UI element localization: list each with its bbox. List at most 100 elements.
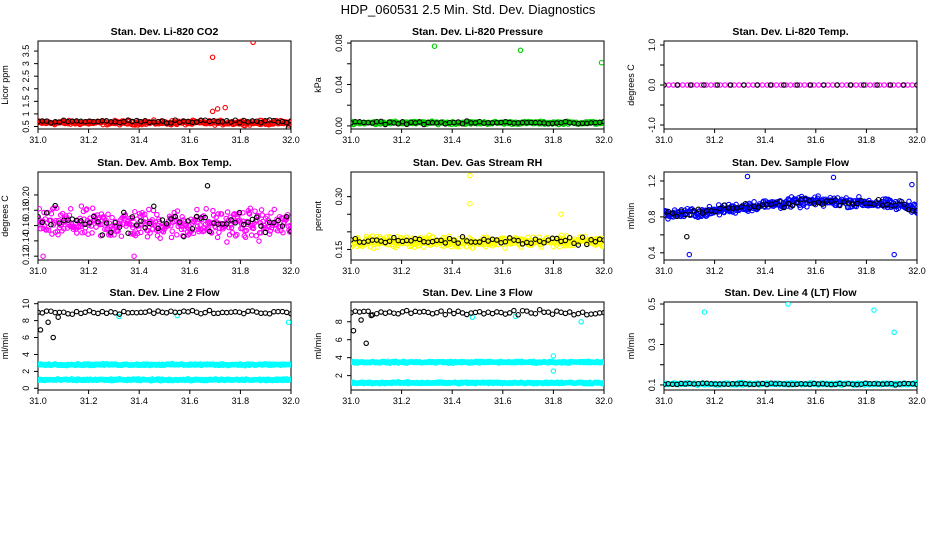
- data-point: [754, 82, 760, 88]
- data-point: [867, 82, 873, 88]
- data-point: [69, 311, 76, 317]
- data-point: [476, 239, 483, 245]
- data-point: [601, 359, 604, 365]
- data-point: [258, 119, 264, 126]
- data-point: [777, 198, 783, 205]
- data-point: [352, 308, 359, 314]
- data-point: [151, 310, 157, 317]
- data-point: [858, 198, 865, 204]
- data-point: [90, 309, 97, 316]
- data-point: [374, 244, 381, 250]
- data-point: [588, 311, 594, 317]
- points-group: [38, 183, 291, 259]
- data-point: [596, 310, 603, 316]
- data-point: [751, 199, 757, 205]
- data-point: [351, 327, 357, 334]
- data-point: [38, 205, 43, 212]
- data-point: [222, 104, 228, 111]
- data-point: [741, 82, 747, 88]
- data-point: [236, 209, 243, 216]
- data-point: [234, 231, 240, 238]
- y-tick-label: 0.20: [21, 186, 31, 204]
- data-point: [599, 243, 604, 250]
- data-point: [268, 210, 274, 216]
- data-point: [837, 202, 843, 209]
- data-point: [78, 310, 84, 317]
- data-point: [403, 307, 410, 314]
- y-tick-label: 0.18: [21, 201, 31, 219]
- data-point: [601, 118, 604, 125]
- data-point: [258, 223, 264, 229]
- data-point: [134, 216, 140, 222]
- x-tick-label: 31.2: [393, 135, 411, 145]
- data-point: [202, 309, 208, 316]
- data-point: [744, 173, 751, 180]
- data-point: [794, 200, 800, 206]
- x-tick-label: 31.6: [181, 396, 199, 406]
- data-point: [253, 233, 260, 239]
- data-point: [206, 307, 213, 314]
- data-point: [128, 230, 134, 237]
- x-tick-label: 31.0: [655, 396, 673, 406]
- data-point: [416, 309, 423, 315]
- data-point: [528, 310, 534, 316]
- data-point: [416, 119, 423, 125]
- data-point: [601, 242, 604, 248]
- data-point: [532, 310, 539, 317]
- data-point: [288, 118, 291, 124]
- data-point: [203, 206, 209, 212]
- data-point: [253, 309, 260, 315]
- data-point: [361, 308, 367, 315]
- data-point: [143, 221, 149, 228]
- x-tick-label: 31.8: [858, 135, 876, 145]
- data-point: [550, 353, 557, 359]
- data-point: [515, 237, 521, 244]
- data-point: [446, 233, 452, 240]
- data-point: [829, 82, 836, 88]
- data-point: [431, 43, 438, 49]
- data-point: [909, 82, 916, 88]
- x-tick-label: 31.4: [443, 396, 461, 406]
- data-point: [900, 82, 907, 88]
- data-point: [459, 121, 466, 127]
- x-tick-label: 31.0: [342, 135, 360, 145]
- data-point: [352, 235, 359, 242]
- x-tick-label: 31.8: [232, 266, 250, 276]
- data-point: [138, 218, 144, 224]
- data-point: [174, 208, 181, 214]
- data-point: [174, 232, 180, 238]
- y-tick-label: 8: [334, 319, 344, 324]
- x-tick-label: 32.0: [595, 396, 613, 406]
- data-point: [168, 120, 174, 126]
- data-point: [571, 240, 577, 247]
- data-point: [674, 82, 681, 88]
- data-point: [181, 308, 187, 314]
- x-tick-label: 31.2: [393, 396, 411, 406]
- data-point: [549, 311, 556, 317]
- data-point: [694, 82, 700, 88]
- data-point: [408, 238, 414, 244]
- data-point: [592, 239, 599, 245]
- data-point: [249, 216, 256, 223]
- data-point: [223, 309, 230, 316]
- x-tick-label: 31.8: [545, 135, 563, 145]
- data-point: [279, 223, 286, 229]
- x-tick-label: 31.0: [29, 135, 47, 145]
- data-point: [887, 82, 894, 88]
- data-point: [95, 219, 101, 225]
- data-point: [246, 210, 252, 216]
- data-point: [451, 237, 457, 243]
- data-point: [464, 311, 470, 318]
- plot-frame: [663, 171, 918, 261]
- data-point: [912, 202, 917, 209]
- panel-title: Stan. Dev. Li-820 CO2: [111, 26, 219, 38]
- data-point: [558, 211, 564, 217]
- data-point: [469, 245, 476, 251]
- chart-panel-5: Stan. Dev. Gas Stream RH percent 31.0 31.2 3…: [313, 157, 613, 276]
- data-point: [155, 225, 161, 232]
- data-point: [139, 209, 145, 216]
- data-point: [579, 309, 586, 315]
- data-point: [356, 309, 363, 315]
- data-point: [99, 308, 106, 315]
- points-group: [351, 43, 604, 128]
